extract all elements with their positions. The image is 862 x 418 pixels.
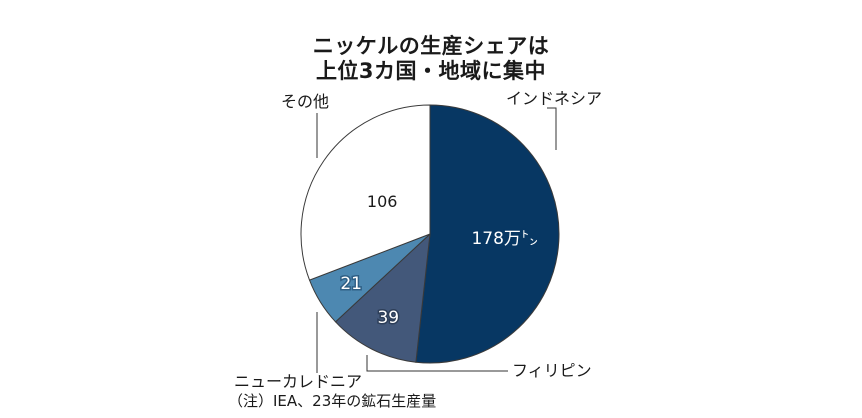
source-note: （注）IEA、23年の鉱石生産量	[228, 392, 437, 410]
slice-category-label: フィリピン	[512, 361, 592, 380]
slice-value-label: 106	[367, 192, 398, 211]
leader-line	[366, 355, 508, 372]
chart-title-line-2: 上位3カ国・地域に集中	[315, 59, 547, 83]
pie-slice	[415, 104, 560, 364]
slice-value-label: 21	[340, 274, 362, 294]
slice-category-label: ニューカレドニア	[234, 372, 362, 391]
slice-category-label: その他	[281, 92, 329, 111]
pie-slice	[300, 104, 431, 281]
slice-value-label: 39	[377, 308, 399, 328]
slice-value-label: 178万㌧	[471, 229, 537, 249]
chart-title-line-1: ニッケルの生産シェアは	[312, 34, 550, 58]
pie-slice	[334, 232, 431, 363]
leader-line	[547, 107, 557, 150]
slice-category-label: インドネシア	[506, 89, 602, 108]
